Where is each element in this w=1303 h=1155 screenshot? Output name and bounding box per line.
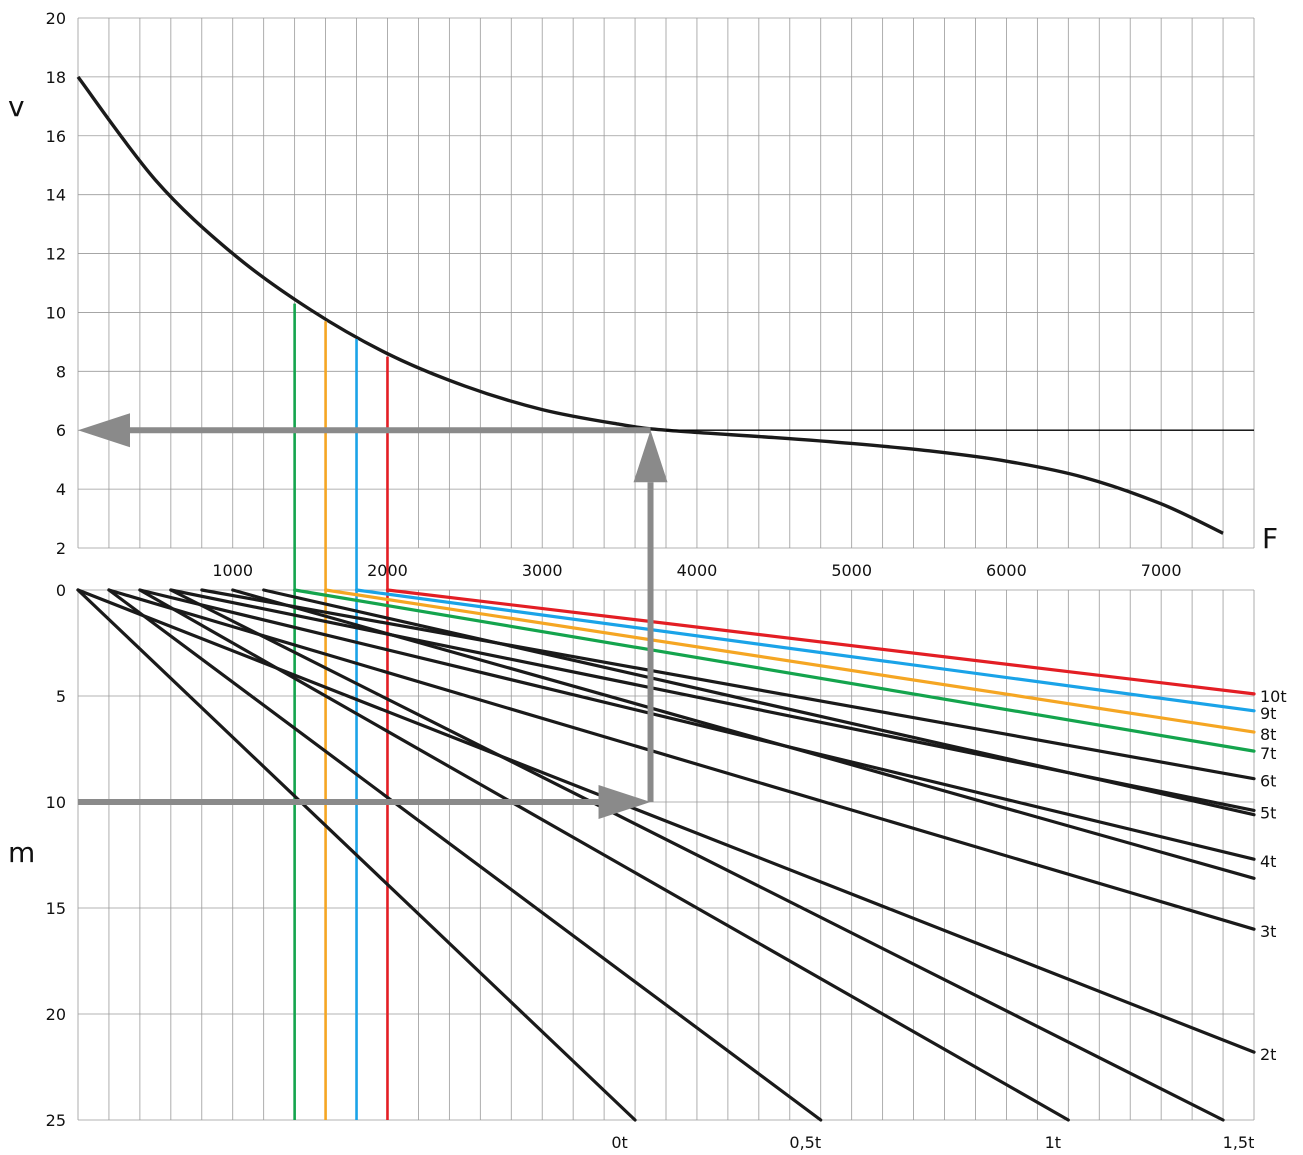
x-tick-label: 5000 [831,561,872,580]
y-tick-label-bottom: 25 [46,1111,66,1130]
y-tick-label-top: 18 [46,68,66,87]
series-label-6t: 6t [1260,772,1276,791]
y-tick-label-top: 6 [56,421,66,440]
fan-line [138,588,1070,1122]
overlay [78,413,668,819]
series-label-8t: 8t [1260,725,1276,744]
fan-line [231,588,1256,880]
x-tick-label: 7000 [1141,561,1182,580]
axis-label-m: m [8,836,35,869]
axis-label-v: v [8,90,25,123]
arrow-left-v6 [78,413,651,448]
series-label-2t: 2t [1260,1045,1276,1064]
arrow-head [78,413,130,448]
series-label-7t: 7t [1260,744,1276,763]
y-tick-label-top: 20 [46,9,66,28]
arrow-head [598,785,651,819]
x-tick-label: 1000 [212,561,253,580]
fan-line-3t [107,588,1256,931]
fan-line-10t [385,588,1256,696]
x-tick-label: 2000 [367,561,408,580]
labels: 2 4 6 8 10 12 14 16 18 20 0 5 10 15 20 25 1000 2000 3000 40… [8,9,1287,1152]
bottom-t-label: 1,5t [1223,1133,1255,1152]
y-tick-label-top: 2 [56,539,66,558]
axis-label-f: F [1262,522,1278,555]
bottom-t-label: 0,5t [789,1133,821,1152]
x-tick-label: 3000 [522,561,563,580]
series-label-9t: 9t [1260,704,1276,723]
fan-line [76,588,637,1122]
grid [77,17,1255,1121]
y-tick-label-top: 12 [46,245,66,264]
x-tick-label: 4000 [677,561,718,580]
fan-line [169,588,1225,1122]
y-tick-label-top: 14 [46,186,66,205]
y-tick-label-bottom: 10 [46,793,66,812]
fan-line [107,588,823,1122]
fan-line [262,588,1256,817]
fan-line-7t [293,588,1256,753]
y-tick-label-top: 10 [46,303,66,322]
y-tick-label-top: 4 [56,480,66,499]
bottom-t-label: 1t [1045,1133,1061,1152]
top-curve-line [76,75,1224,535]
series-label-4t: 4t [1260,852,1276,871]
series-label-10t: 10t [1260,687,1287,706]
arrow-right-m10 [78,785,651,819]
y-tick-label-top: 8 [56,362,66,381]
fan-line-8t [323,588,1256,734]
y-tick-label-top: 16 [46,127,66,146]
x-tick-label: 6000 [986,561,1027,580]
series-label-3t: 3t [1260,922,1276,941]
fan-line-9t [354,588,1256,713]
arrow-up-to-v6 [633,430,668,802]
series-label-5t: 5t [1260,803,1276,822]
y-tick-label-bottom: 15 [46,899,66,918]
arrow-head [633,430,668,483]
series [76,75,1256,1122]
y-tick-label-bottom: 20 [46,1005,66,1024]
bottom-t-label: 0t [611,1133,627,1152]
y-tick-label-bottom: 5 [56,687,66,706]
y-tick-label-bottom: 0 [56,581,66,600]
fan-line-4t [138,588,1256,861]
fan-line-6t [200,588,1256,781]
